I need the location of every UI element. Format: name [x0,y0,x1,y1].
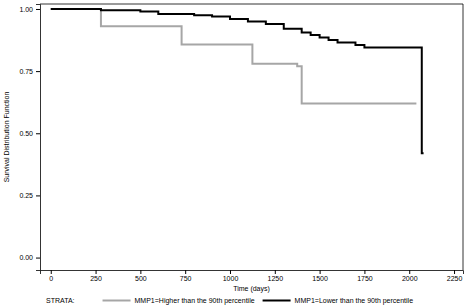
chart: 02505007501000125015001750200022500.000.… [0,0,473,307]
x-tick-mark [275,270,276,274]
y-tick-label: 0.50 [19,130,33,137]
x-tick-label: 1750 [357,275,373,282]
x-tick-mark [409,270,410,274]
x-tick-label: 2000 [402,275,418,282]
x-tick-mark [185,270,186,274]
x-tick-label: 1500 [312,275,328,282]
frame-top [40,4,463,5]
survival-line [51,9,424,153]
x-tick: 2000 [402,270,418,282]
y-axis-line [36,5,41,271]
x-tick: 1250 [268,270,284,282]
x-axis-line [41,271,464,275]
legend: STRATA: MMP1=Higher than the 90th percent… [46,297,413,305]
x-tick-mark [96,270,97,274]
y-tick-mark [36,133,40,134]
y-axis: 0.00 0.25 0.50 0.75 1.00 [19,5,40,271]
y-tick: 0.75 [19,68,40,75]
x-tick-label: 750 [180,275,192,282]
y-axis-title: Survival Distribution Function [3,92,10,183]
legend-label: MMP1=Lower than the 90th percentile [295,297,414,305]
x-tick: 0 [49,270,53,282]
y-tick: 1.00 [19,6,40,13]
y-tick-mark [36,258,40,259]
x-tick-mark [320,270,321,274]
x-tick: 1000 [223,270,239,282]
frame-right [463,4,464,270]
x-tick-mark [230,270,231,274]
x-tick: 1500 [312,270,328,282]
x-tick-label: 2250 [447,275,463,282]
x-tick: 750 [180,270,192,282]
x-tick-label: 250 [90,275,102,282]
y-tick-mark [36,195,40,196]
y-tick: 0.50 [19,130,40,137]
x-tick-label: 1250 [268,275,284,282]
plot-area [51,9,424,153]
y-tick-label: 0.25 [19,192,33,199]
legend-swatch [103,300,131,302]
x-tick-label: 0 [49,275,53,282]
x-tick: 1750 [357,270,373,282]
x-tick-mark [454,270,455,274]
legend-title: STRATA: [46,297,75,304]
y-tick-label: 0.00 [19,254,33,261]
x-tick: 500 [135,270,147,282]
x-tick: 250 [90,270,102,282]
legend-swatch [263,300,291,302]
survival-line [51,9,417,103]
y-tick: 0.00 [19,254,40,261]
x-tick-label: 1000 [223,275,239,282]
x-axis: 0 250 500 750 1000 1250 1500 1750 2000 2250 [41,270,464,282]
y-tick-label: 1.00 [19,6,33,13]
x-tick-mark [51,270,52,274]
y-tick-label: 0.75 [19,68,33,75]
x-tick-mark [140,270,141,274]
y-tick-mark [36,9,40,10]
y-tick-mark [36,71,40,72]
y-tick: 0.25 [19,192,40,199]
x-tick-mark [364,270,365,274]
x-tick: 2250 [447,270,463,282]
legend-label: MMP1=Higher than the 90th percentile [135,297,255,305]
x-tick-label: 500 [135,275,147,282]
x-axis-title: Time (days) [233,285,270,293]
